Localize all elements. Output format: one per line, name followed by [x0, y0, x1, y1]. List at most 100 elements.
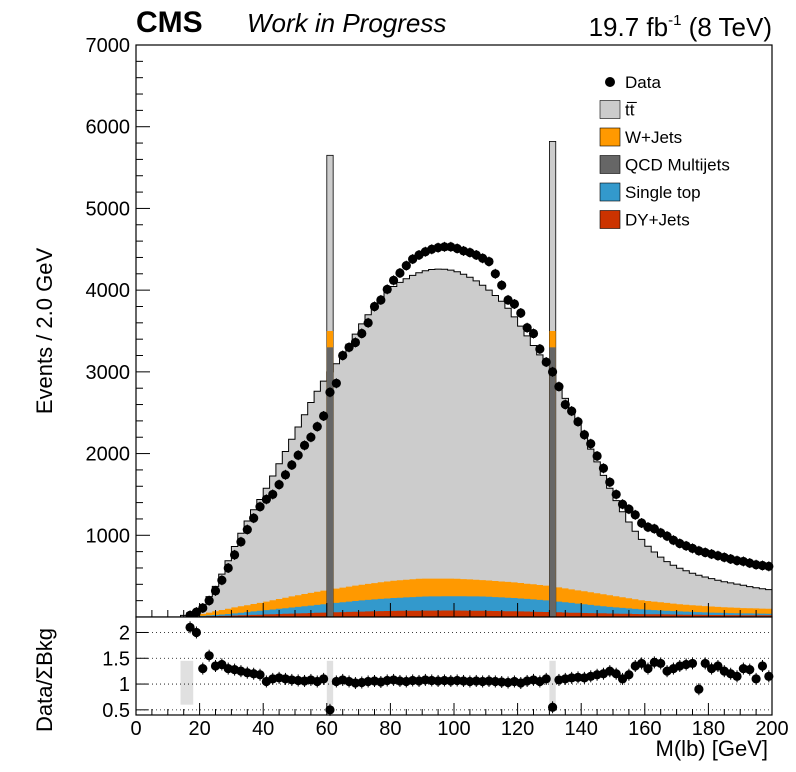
data-point	[369, 301, 380, 312]
data-point	[204, 596, 214, 606]
data-point	[586, 439, 596, 449]
data-point	[299, 440, 310, 450]
data-point	[242, 524, 252, 535]
legend-label: Single top	[625, 183, 701, 202]
legend-item-tt: tt̅	[599, 100, 637, 120]
x-axis-label: M(lb) [GeV]	[656, 736, 768, 761]
ratio-point	[757, 661, 768, 671]
data-point	[490, 269, 500, 279]
ratio-point	[547, 702, 558, 712]
data-point	[579, 430, 589, 440]
ratio-point	[713, 661, 723, 671]
legend-label: tt̅	[625, 101, 637, 120]
ratio-y-axis-label: Data/ΣBkg	[32, 628, 57, 732]
data-point	[319, 411, 329, 421]
lumi-energy: (8 TeV)	[681, 12, 772, 42]
work-in-progress-label: Work in Progress	[247, 8, 446, 38]
data-point	[325, 387, 335, 397]
data-point	[567, 406, 577, 416]
data-point	[560, 399, 570, 410]
data-layer	[185, 241, 774, 621]
ratio-point	[656, 658, 666, 669]
y-tick-label: 6000	[86, 117, 131, 139]
ratio-point	[745, 665, 755, 675]
ratio-frame	[135, 616, 773, 716]
x-tick-label: 20	[188, 718, 210, 740]
ratio-point	[325, 705, 335, 715]
data-point	[338, 350, 348, 361]
legend-item-singletop: Single top	[599, 182, 701, 202]
legend-item-data: Data	[605, 73, 661, 92]
x-tick-label: 200	[755, 718, 788, 740]
x-tick-label: 100	[437, 718, 470, 740]
data-point	[522, 323, 532, 333]
data-point	[350, 337, 361, 348]
data-point	[388, 275, 399, 285]
data-point	[535, 344, 545, 354]
data-point	[592, 451, 602, 461]
data-point	[605, 477, 615, 487]
legend-item-wjets: W+Jets	[599, 127, 682, 147]
x-tick-label: 80	[379, 718, 401, 740]
data-point	[401, 261, 411, 271]
ratio-layer	[136, 621, 774, 716]
spike-qcd-0	[326, 347, 334, 617]
data-point	[261, 494, 271, 504]
ratio-y-tick-label: 2	[119, 622, 130, 644]
data-point	[268, 489, 278, 500]
legend-swatch	[599, 100, 621, 119]
x-tick-label: 180	[692, 718, 725, 740]
data-point	[611, 489, 621, 500]
x-tick-label: 60	[316, 718, 338, 740]
ratio-y-tick-label: 0.5	[102, 700, 130, 722]
data-point	[210, 586, 221, 596]
data-point	[547, 367, 558, 377]
data-point	[528, 328, 539, 339]
data-point	[439, 242, 450, 252]
y-tick-label: 5000	[86, 198, 131, 220]
luminosity-label: 19.7 fb-1 (8 TeV)	[589, 12, 772, 42]
data-point	[363, 318, 373, 328]
main-y-axis: 1000 2000 3000 4000 5000 6000 7000	[86, 35, 150, 618]
ratio-plot: 0.5 1 1.5 2 0 20 40 60 80 100 120 140 160 180 200 Dat…	[32, 616, 789, 761]
data-point	[395, 268, 405, 278]
data-point	[229, 550, 240, 560]
ratio-point	[751, 674, 761, 684]
ratio-point	[255, 670, 265, 680]
data-point	[217, 575, 227, 585]
data-point	[287, 460, 297, 470]
lumi-value: 19.7 fb	[589, 12, 669, 42]
main-x-ticks	[135, 603, 773, 617]
data-point	[249, 513, 259, 523]
lumi-exponent: -1	[668, 12, 681, 29]
ratio-uncertainty-band	[549, 660, 556, 705]
spike-qcd-1	[549, 347, 556, 617]
y-tick-label: 4000	[86, 280, 131, 302]
y-axis-label: Events / 2.0 GeV	[32, 248, 57, 415]
data-point	[554, 381, 564, 392]
data-point	[280, 470, 291, 480]
ratio-point	[637, 658, 647, 669]
data-point	[509, 299, 520, 309]
legend-swatch	[599, 127, 621, 147]
x-tick-label: 140	[565, 718, 598, 740]
data-point	[198, 603, 208, 613]
ratio-point	[700, 658, 710, 669]
legend-swatch	[599, 182, 621, 202]
ratio-point	[694, 684, 704, 694]
ratio-point	[541, 674, 551, 684]
legend: Data tt̅ W+Jets QCD Multijets Single top DY+J…	[599, 73, 730, 230]
x-tick-label: 160	[628, 718, 661, 740]
legend-swatch	[599, 210, 621, 229]
data-point	[764, 561, 774, 571]
y-tick-label: 1000	[86, 525, 131, 547]
data-point	[382, 284, 392, 294]
x-tick-label: 0	[130, 718, 141, 740]
ratio-y-tick-label: 1	[119, 674, 130, 696]
main-plot: 1000 2000 3000 4000 5000 6000 7000 Events / 2.…	[32, 35, 774, 621]
ratio-point	[191, 627, 202, 638]
ratio-point	[198, 663, 208, 674]
legend-swatch	[599, 155, 621, 174]
ratio-point	[732, 671, 742, 681]
